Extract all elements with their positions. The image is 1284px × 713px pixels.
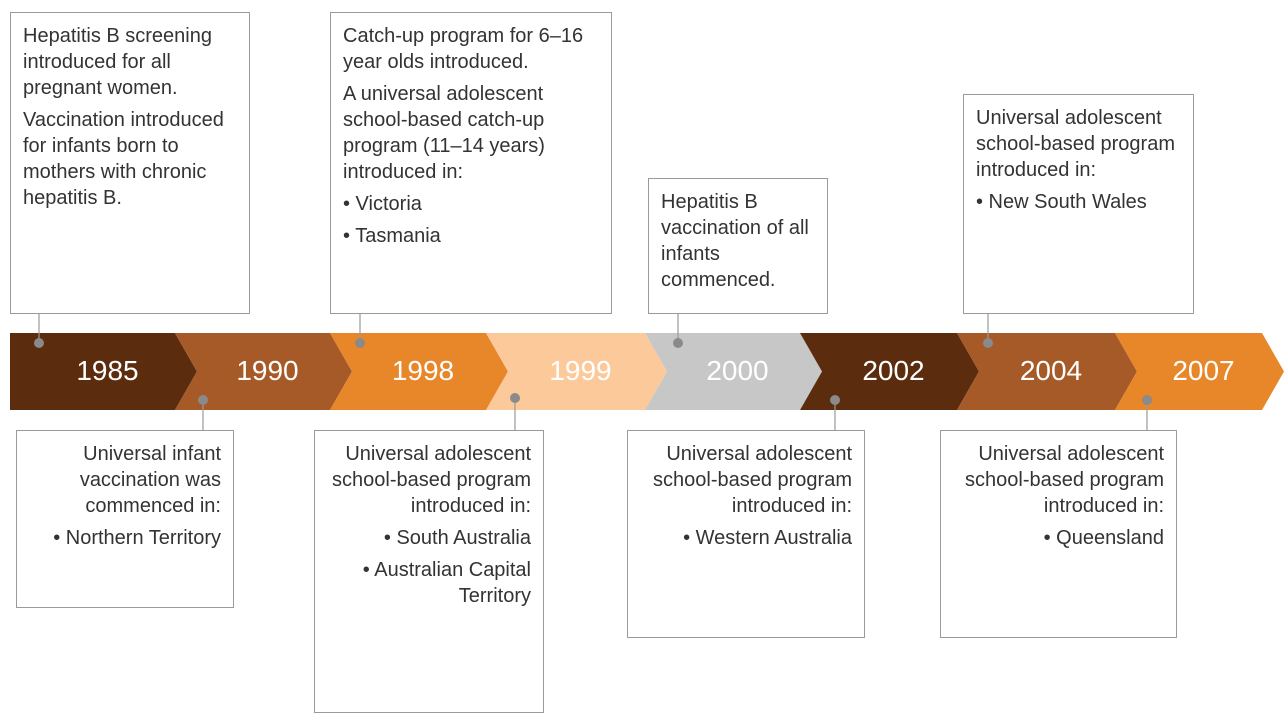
callout-text: Universal adolescent school-based progra… [332, 443, 531, 517]
callout-box: Catch-up program for 6–16 year olds intr… [330, 12, 612, 314]
callout-bullet: • Western Australia [683, 527, 852, 549]
year-label: 2007 [1172, 355, 1234, 386]
connector-dot [830, 395, 840, 405]
timeline-segment [645, 333, 822, 410]
callout-box: Universal adolescent school-based progra… [314, 430, 544, 713]
connector-dot [198, 395, 208, 405]
timeline-segment [957, 333, 1137, 410]
connector-dot [355, 338, 365, 348]
callout-box: Universal adolescent school-based progra… [963, 94, 1194, 314]
callout-bullet: • Australian Capital Territory [362, 559, 531, 607]
connector-dot [34, 338, 44, 348]
timeline-segment [800, 333, 979, 410]
callout-bullet: • South Australia [383, 527, 531, 549]
callout-box: Hepatitis B screening introduced for all… [10, 12, 250, 314]
callout-box: Hepatitis B vaccination of all infants c… [648, 178, 828, 314]
timeline-segment [175, 333, 352, 410]
year-label: 1985 [76, 355, 138, 386]
timeline-segment [10, 333, 197, 410]
year-label: 1990 [236, 355, 298, 386]
callout-text: Universal adolescent school-based progra… [653, 443, 852, 517]
callout-bullet: • Victoria [343, 193, 422, 215]
callout-text: Catch-up program for 6–16 year olds intr… [343, 25, 584, 73]
connector-dot [1142, 395, 1152, 405]
connector-dot [983, 338, 993, 348]
year-label: 2000 [706, 355, 768, 386]
callout-box: Universal infant vaccination was commenc… [16, 430, 234, 608]
callout-text: Hepatitis B vaccination of all infants c… [661, 191, 809, 291]
callout-text: Vaccination introduced for infants born … [23, 109, 224, 209]
timeline-segment [486, 333, 667, 410]
callout-bullet: • Tasmania [343, 225, 441, 247]
year-label: 2004 [1020, 355, 1082, 386]
year-label: 1998 [392, 355, 454, 386]
timeline-graphic: 1985 1990 1998 1999 2000 2002 2004 2007 [10, 314, 1284, 430]
timeline-segment [330, 333, 508, 410]
year-label: 1999 [549, 355, 611, 386]
callout-text: Universal adolescent school-based progra… [976, 107, 1175, 181]
page: {"timeline": { "segments": [ {"year": "1… [10, 12, 1284, 713]
callout-bullet: • Northern Territory [53, 527, 221, 549]
callout-bullet: • Queensland [1043, 527, 1164, 549]
connector-dot [673, 338, 683, 348]
callout-box: Universal adolescent school-based progra… [627, 430, 865, 638]
callout-text: A universal adolescent school-based catc… [343, 83, 545, 183]
callout-text: Hepatitis B screening introduced for all… [23, 25, 212, 99]
callout-bullet: • New South Wales [976, 191, 1147, 213]
callout-text: Universal adolescent school-based progra… [965, 443, 1164, 517]
timeline-segment [1115, 333, 1284, 410]
connector-dot [510, 393, 520, 403]
year-label: 2002 [862, 355, 924, 386]
callout-box: Universal adolescent school-based progra… [940, 430, 1177, 638]
callout-text: Universal infant vaccination was commenc… [79, 443, 221, 517]
